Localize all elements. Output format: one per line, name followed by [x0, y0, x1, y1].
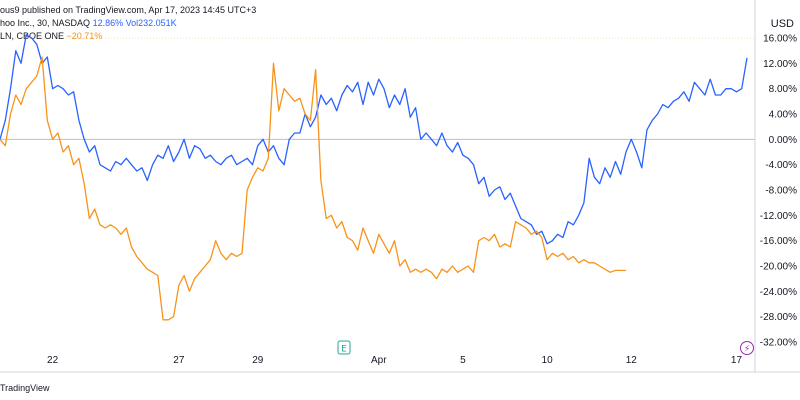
series2-change: −20.71%	[66, 31, 103, 41]
y-tick-label: -32.00%	[760, 338, 797, 349]
y-tick-label: 8.00%	[769, 84, 797, 95]
series2-legend[interactable]: LN, CBOE ONE −20.71%	[0, 30, 102, 42]
x-tick-label: 17	[731, 355, 743, 366]
y-tick-label: -4.00%	[765, 160, 797, 171]
series1-volume: Vol232.051K	[125, 18, 177, 28]
x-tick-label: 29	[252, 355, 264, 366]
y-tick-label: -8.00%	[765, 186, 797, 197]
series1-legend[interactable]: hoo Inc., 30, NASDAQ 12.86% Vol232.051K	[0, 17, 177, 29]
x-tick-label: 22	[47, 355, 59, 366]
currency-label[interactable]: USD	[770, 18, 794, 30]
series-line-1	[0, 34, 748, 245]
y-tick-label: 12.00%	[763, 59, 797, 70]
x-tick-label: 12	[626, 355, 638, 366]
x-tick-label: 27	[173, 355, 185, 366]
chart-header: ous9 published on TradingView.com, Apr 1…	[0, 0, 760, 50]
tradingview-brand: TradingView	[0, 383, 50, 393]
y-tick-label: 4.00%	[769, 110, 797, 121]
earnings-marker-glyph: E	[341, 345, 347, 355]
y-tick-label: -24.00%	[760, 287, 797, 298]
y-tick-label: 0.00%	[769, 135, 797, 146]
series1-change: 12.86%	[92, 18, 124, 28]
series1-name: hoo Inc., 30, NASDAQ	[0, 18, 91, 28]
x-tick-label: 10	[542, 355, 554, 366]
x-tick-label: 5	[460, 355, 466, 366]
split-marker-glyph: ⚡	[744, 345, 750, 355]
series-line-2	[0, 56, 627, 321]
y-tick-label: -20.00%	[760, 262, 797, 273]
y-tick-label: -28.00%	[760, 312, 797, 323]
earnings-marker	[337, 340, 351, 355]
publisher-line: ous9 published on TradingView.com, Apr 1…	[0, 5, 257, 15]
x-tick-label: Apr	[371, 355, 387, 366]
y-tick-label: -16.00%	[760, 236, 797, 247]
y-tick-label: 16.00%	[763, 34, 797, 45]
series2-name: LN, CBOE ONE	[0, 31, 65, 41]
split-marker	[740, 341, 754, 355]
y-tick-label: -12.00%	[760, 211, 797, 222]
